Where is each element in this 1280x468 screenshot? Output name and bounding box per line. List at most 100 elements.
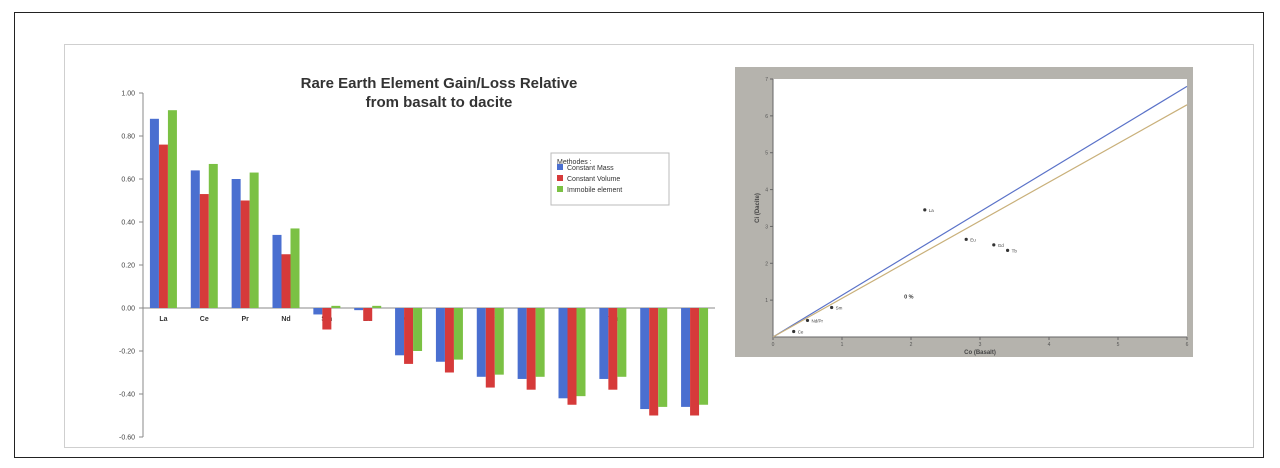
- bar-la-constant-mass: [149, 118, 159, 308]
- iso-point-label: Ce: [798, 329, 804, 334]
- bar-tb-constant-volume: [444, 308, 454, 373]
- iso-annotation: 0 %: [904, 294, 914, 300]
- iso-y-tick-label: 3: [765, 224, 768, 230]
- iso-x-tick-label: 4: [1048, 342, 1051, 348]
- bar-ho-immobile-element: [535, 308, 545, 377]
- bar-er-constant-volume: [567, 308, 577, 405]
- iso-x-tick-label: 2: [910, 342, 913, 348]
- legend-title: Methodes :: [557, 159, 592, 166]
- bar-chart-subtitle: from basalt to dacite: [366, 94, 513, 111]
- iso-reference-line: [772, 104, 1188, 338]
- bar-y-tick-label: 1.00: [121, 91, 135, 98]
- bar-er-immobile-element: [576, 308, 586, 397]
- iso-point: [792, 329, 796, 334]
- bar-gd-immobile-element: [413, 308, 423, 351]
- iso-point-label: Nd/Pr: [812, 318, 824, 323]
- bar-y-tick-label: 0.80: [121, 134, 135, 141]
- iso-point: [805, 318, 810, 323]
- bar-ce-constant-mass: [190, 170, 200, 308]
- figure-panel: Rare Earth Element Gain/Loss Relative fr…: [64, 44, 1254, 448]
- bar-y-tick-label: 0.00: [121, 306, 135, 313]
- bar-dy-immobile-element: [494, 308, 504, 375]
- iso-point-label: Gd: [998, 243, 1005, 248]
- iso-y-tick-label: 4: [765, 188, 768, 194]
- bar-eu-immobile-element: [372, 305, 382, 308]
- legend-swatch: [557, 186, 563, 192]
- bar-er-constant-mass: [558, 308, 568, 399]
- iso-x-tick-label: 0: [772, 342, 775, 348]
- bar-sm-constant-mass: [313, 308, 323, 315]
- iso-point-label: Eu: [970, 237, 976, 242]
- iso-y-tick-label: 2: [765, 261, 768, 267]
- legend-swatch: [557, 164, 563, 170]
- legend-entry: Constant Volume: [567, 176, 620, 183]
- iso-y-axis-label: Ci (Dacite): [755, 193, 761, 223]
- bar-sm-immobile-element: [331, 305, 341, 308]
- bar-nd-constant-mass: [272, 234, 282, 308]
- bar-category-label: La: [159, 316, 167, 323]
- iso-y-tick-label: 6: [765, 114, 768, 120]
- bar-ce-immobile-element: [208, 163, 218, 308]
- bar-tm-constant-mass: [599, 308, 609, 379]
- isocon-plot: 0 1 2 3 4 5 6 1 2 3 4 5 6 7 Co (Basalt) Ci (Dacite) Ce Nd…: [735, 67, 1193, 357]
- bar-lu-constant-volume: [690, 308, 700, 416]
- iso-point-label: La: [929, 208, 935, 213]
- bar-ho-constant-mass: [517, 308, 527, 379]
- bar-yb-constant-volume: [649, 308, 659, 416]
- iso-y-tick-label: 1: [765, 298, 768, 304]
- bar-dy-constant-mass: [476, 308, 486, 377]
- iso-point-label: Tb: [1012, 248, 1018, 253]
- iso-x-tick-label: 1: [841, 342, 844, 348]
- bar-y-tick-label: 0.60: [121, 177, 135, 184]
- bar-y-tick-label: 0.20: [121, 263, 135, 270]
- iso-point: [992, 243, 996, 247]
- bar-y-tick-label: 0.40: [121, 220, 135, 227]
- bar-chart-title: Rare Earth Element Gain/Loss Relative: [301, 75, 578, 92]
- bar-tm-immobile-element: [617, 308, 627, 377]
- bar-lu-constant-mass: [681, 308, 691, 407]
- bar-gd-constant-volume: [404, 308, 414, 364]
- bar-sm-constant-volume: [322, 308, 332, 330]
- bar-eu-constant-mass: [354, 308, 364, 311]
- bar-tb-constant-mass: [435, 308, 445, 362]
- bar-category-label: Ce: [200, 316, 209, 323]
- bar-y-tick-label: -0.40: [119, 392, 135, 399]
- bar-pr-constant-volume: [240, 200, 250, 308]
- legend-entry: Constant Mass: [567, 165, 614, 172]
- bar-ce-constant-volume: [199, 194, 209, 308]
- bar-yb-constant-mass: [640, 308, 650, 410]
- bar-y-tick-label: -0.20: [119, 349, 135, 356]
- iso-y-tick-label: 7: [765, 77, 768, 83]
- bar-lu-immobile-element: [699, 308, 709, 405]
- ree-bar-chart: Rare Earth Element Gain/Loss Relative fr…: [119, 75, 715, 442]
- iso-point: [830, 305, 834, 310]
- bar-eu-constant-volume: [363, 308, 373, 321]
- bar-nd-constant-volume: [281, 254, 291, 308]
- iso-reference-line: [772, 85, 1188, 338]
- iso-x-tick-label: 6: [1186, 342, 1189, 348]
- bar-gd-constant-mass: [395, 308, 405, 356]
- bar-legend: Methodes : Constant Mass Constant Volume I…: [550, 152, 670, 206]
- bar-pr-immobile-element: [249, 172, 259, 308]
- legend-entry: Immobile element: [567, 187, 622, 194]
- bar-pr-constant-mass: [231, 179, 241, 308]
- bar-ho-constant-volume: [526, 308, 536, 390]
- bar-dy-constant-volume: [485, 308, 495, 388]
- bar-tm-constant-volume: [608, 308, 618, 390]
- iso-point: [923, 208, 927, 212]
- bar-category-label: Pr: [241, 316, 249, 323]
- iso-point: [1006, 248, 1010, 252]
- bar-la-immobile-element: [167, 110, 177, 308]
- iso-point: [964, 237, 968, 241]
- isocon-plot-area: [773, 79, 1187, 337]
- legend-swatch: [557, 175, 563, 181]
- iso-point-label: Sm: [836, 306, 843, 311]
- bar-category-label: Nd: [281, 316, 290, 323]
- bar-yb-immobile-element: [658, 308, 668, 407]
- iso-x-axis-label: Co (Basalt): [964, 350, 996, 356]
- bar-nd-immobile-element: [290, 228, 300, 308]
- bar-tb-immobile-element: [453, 308, 463, 360]
- iso-x-tick-label: 5: [1117, 342, 1120, 348]
- bar-y-tick-label: -0.60: [119, 435, 135, 442]
- bar-la-constant-volume: [158, 144, 168, 308]
